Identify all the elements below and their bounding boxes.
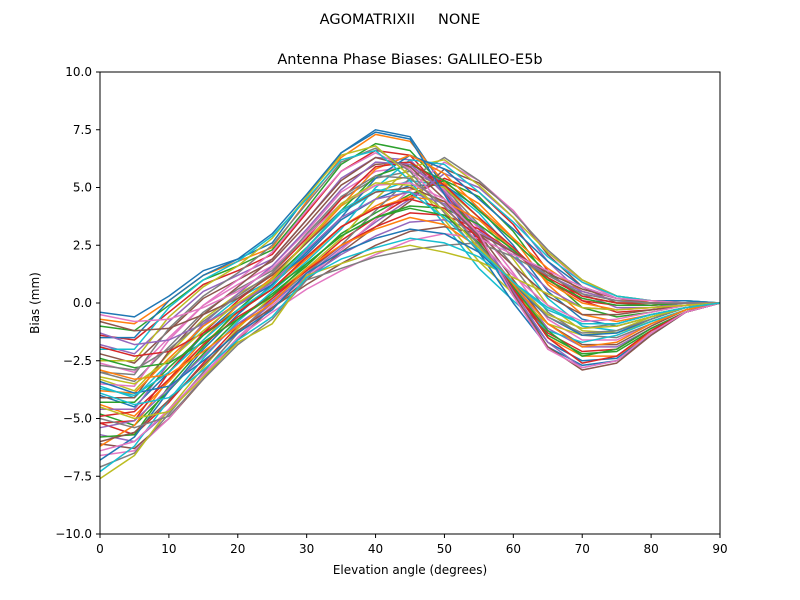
series-layer bbox=[99, 129, 721, 480]
series-line-41 bbox=[99, 228, 721, 394]
series-line-49 bbox=[99, 182, 721, 385]
x-tick-label: 0 bbox=[96, 542, 104, 556]
series-line-48 bbox=[99, 175, 721, 371]
series-line-38 bbox=[99, 242, 720, 429]
y-tick-label: −10.0 bbox=[55, 527, 92, 541]
x-tick-label: 10 bbox=[161, 542, 176, 556]
chart-title: Antenna Phase Biases: GALILEO-E5b bbox=[277, 52, 542, 68]
series-line-44 bbox=[99, 198, 721, 364]
x-tick-label: 70 bbox=[575, 542, 590, 556]
x-tick-label: 20 bbox=[230, 542, 245, 556]
tick-layer: 0 10 20 30 40 50 60 70 80 90 −10.0 −7.5 −5.0 −2.5 0.0 2… bbox=[55, 65, 727, 556]
y-tick-label: 5.0 bbox=[73, 181, 92, 195]
series-line-27 bbox=[99, 152, 721, 387]
series-line-20 bbox=[99, 159, 721, 473]
series-line-30 bbox=[100, 149, 721, 350]
x-tick-label: 60 bbox=[506, 542, 521, 556]
series-line-33 bbox=[100, 205, 720, 404]
x-tick-label: 30 bbox=[299, 542, 314, 556]
y-tick-label: 10.0 bbox=[65, 65, 92, 79]
series-line-43 bbox=[99, 207, 721, 369]
y-tick-label: 0.0 bbox=[73, 296, 92, 310]
y-tick-label: −7.5 bbox=[63, 469, 92, 483]
y-tick-label: 7.5 bbox=[73, 123, 92, 137]
series-line-46 bbox=[99, 186, 721, 371]
plot-frame bbox=[99, 71, 721, 535]
y-tick-label: −2.5 bbox=[63, 354, 92, 368]
figure-suptitle: AGOMATRIXII NONE bbox=[320, 12, 481, 28]
series-line-42 bbox=[99, 216, 721, 380]
series-line-34 bbox=[99, 212, 720, 417]
x-tick-label: 90 bbox=[712, 542, 727, 556]
series-line-13 bbox=[99, 179, 721, 427]
y-tick-label: 2.5 bbox=[73, 238, 92, 252]
series-line-50 bbox=[99, 189, 721, 397]
x-axis-label: Elevation angle (degrees) bbox=[333, 563, 487, 577]
y-tick-label: −5.0 bbox=[63, 412, 92, 426]
series-line-1 bbox=[99, 129, 721, 362]
x-tick-label: 80 bbox=[643, 542, 658, 556]
series-line-39 bbox=[99, 244, 721, 420]
x-tick-label: 40 bbox=[368, 542, 383, 556]
x-tick-label: 50 bbox=[437, 542, 452, 556]
y-axis-label: Bias (mm) bbox=[28, 272, 42, 334]
series-line-37 bbox=[99, 232, 720, 452]
series-line-47 bbox=[99, 182, 721, 369]
